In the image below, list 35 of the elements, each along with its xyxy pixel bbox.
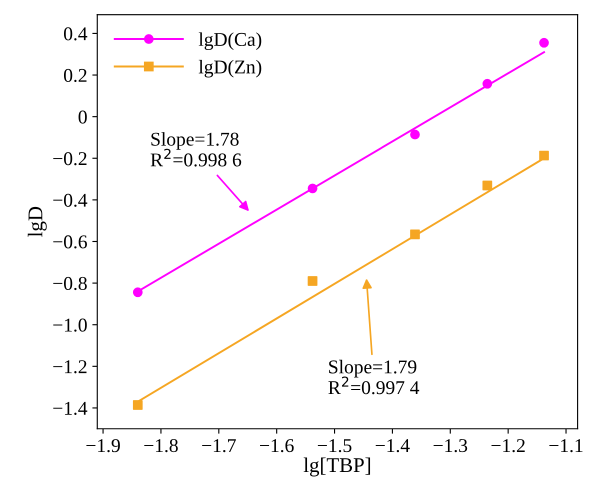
point: [410, 130, 420, 140]
legend-label: lgD(Ca): [198, 32, 262, 50]
y-tick-label: −0.4: [53, 194, 88, 207]
y-tick-label: −0.2: [53, 152, 86, 166]
point: [482, 180, 492, 190]
point: [410, 230, 420, 240]
point: [308, 184, 318, 194]
x-tick-label: −1.5: [318, 439, 352, 452]
annotation: Slope=1.78 R$^{2}$=0.998 6: [150, 132, 242, 167]
x-tick-label: −1.4: [376, 439, 410, 452]
point: [132, 287, 143, 298]
x-tick-label: −1.2: [491, 439, 525, 452]
y-axis-title: lgD: [28, 206, 47, 237]
point: [539, 38, 549, 48]
point: [539, 150, 549, 160]
x-axis-title: lg[TBP]: [304, 457, 370, 476]
y-tick-label: −0.6: [53, 235, 87, 249]
annotation: Slope=1.79 R$^{2}$=0.997 4: [328, 360, 420, 394]
y-tick-label: 0: [78, 110, 87, 124]
point: [308, 276, 318, 286]
x-tick-label: −1.8: [144, 439, 178, 452]
y-tick-label: 0.2: [64, 68, 86, 82]
y-tick-label: −1.0: [53, 318, 87, 332]
x-tick-label: −1.7: [202, 439, 236, 452]
y-tick-label: 0.4: [64, 27, 88, 40]
y-tick-label: −1.4: [53, 402, 88, 415]
legend-label: lgD(Zn): [198, 60, 262, 78]
x-tick-label: −1.9: [86, 439, 120, 452]
point: [132, 400, 143, 410]
point: [482, 78, 492, 89]
y-tick-label: −1.2: [53, 360, 86, 374]
x-tick-label: −1.1: [549, 439, 582, 452]
y-tick-label: −0.8: [53, 276, 87, 290]
x-tick-label: −1.3: [434, 439, 468, 452]
x-tick-label: −1.6: [260, 439, 294, 452]
